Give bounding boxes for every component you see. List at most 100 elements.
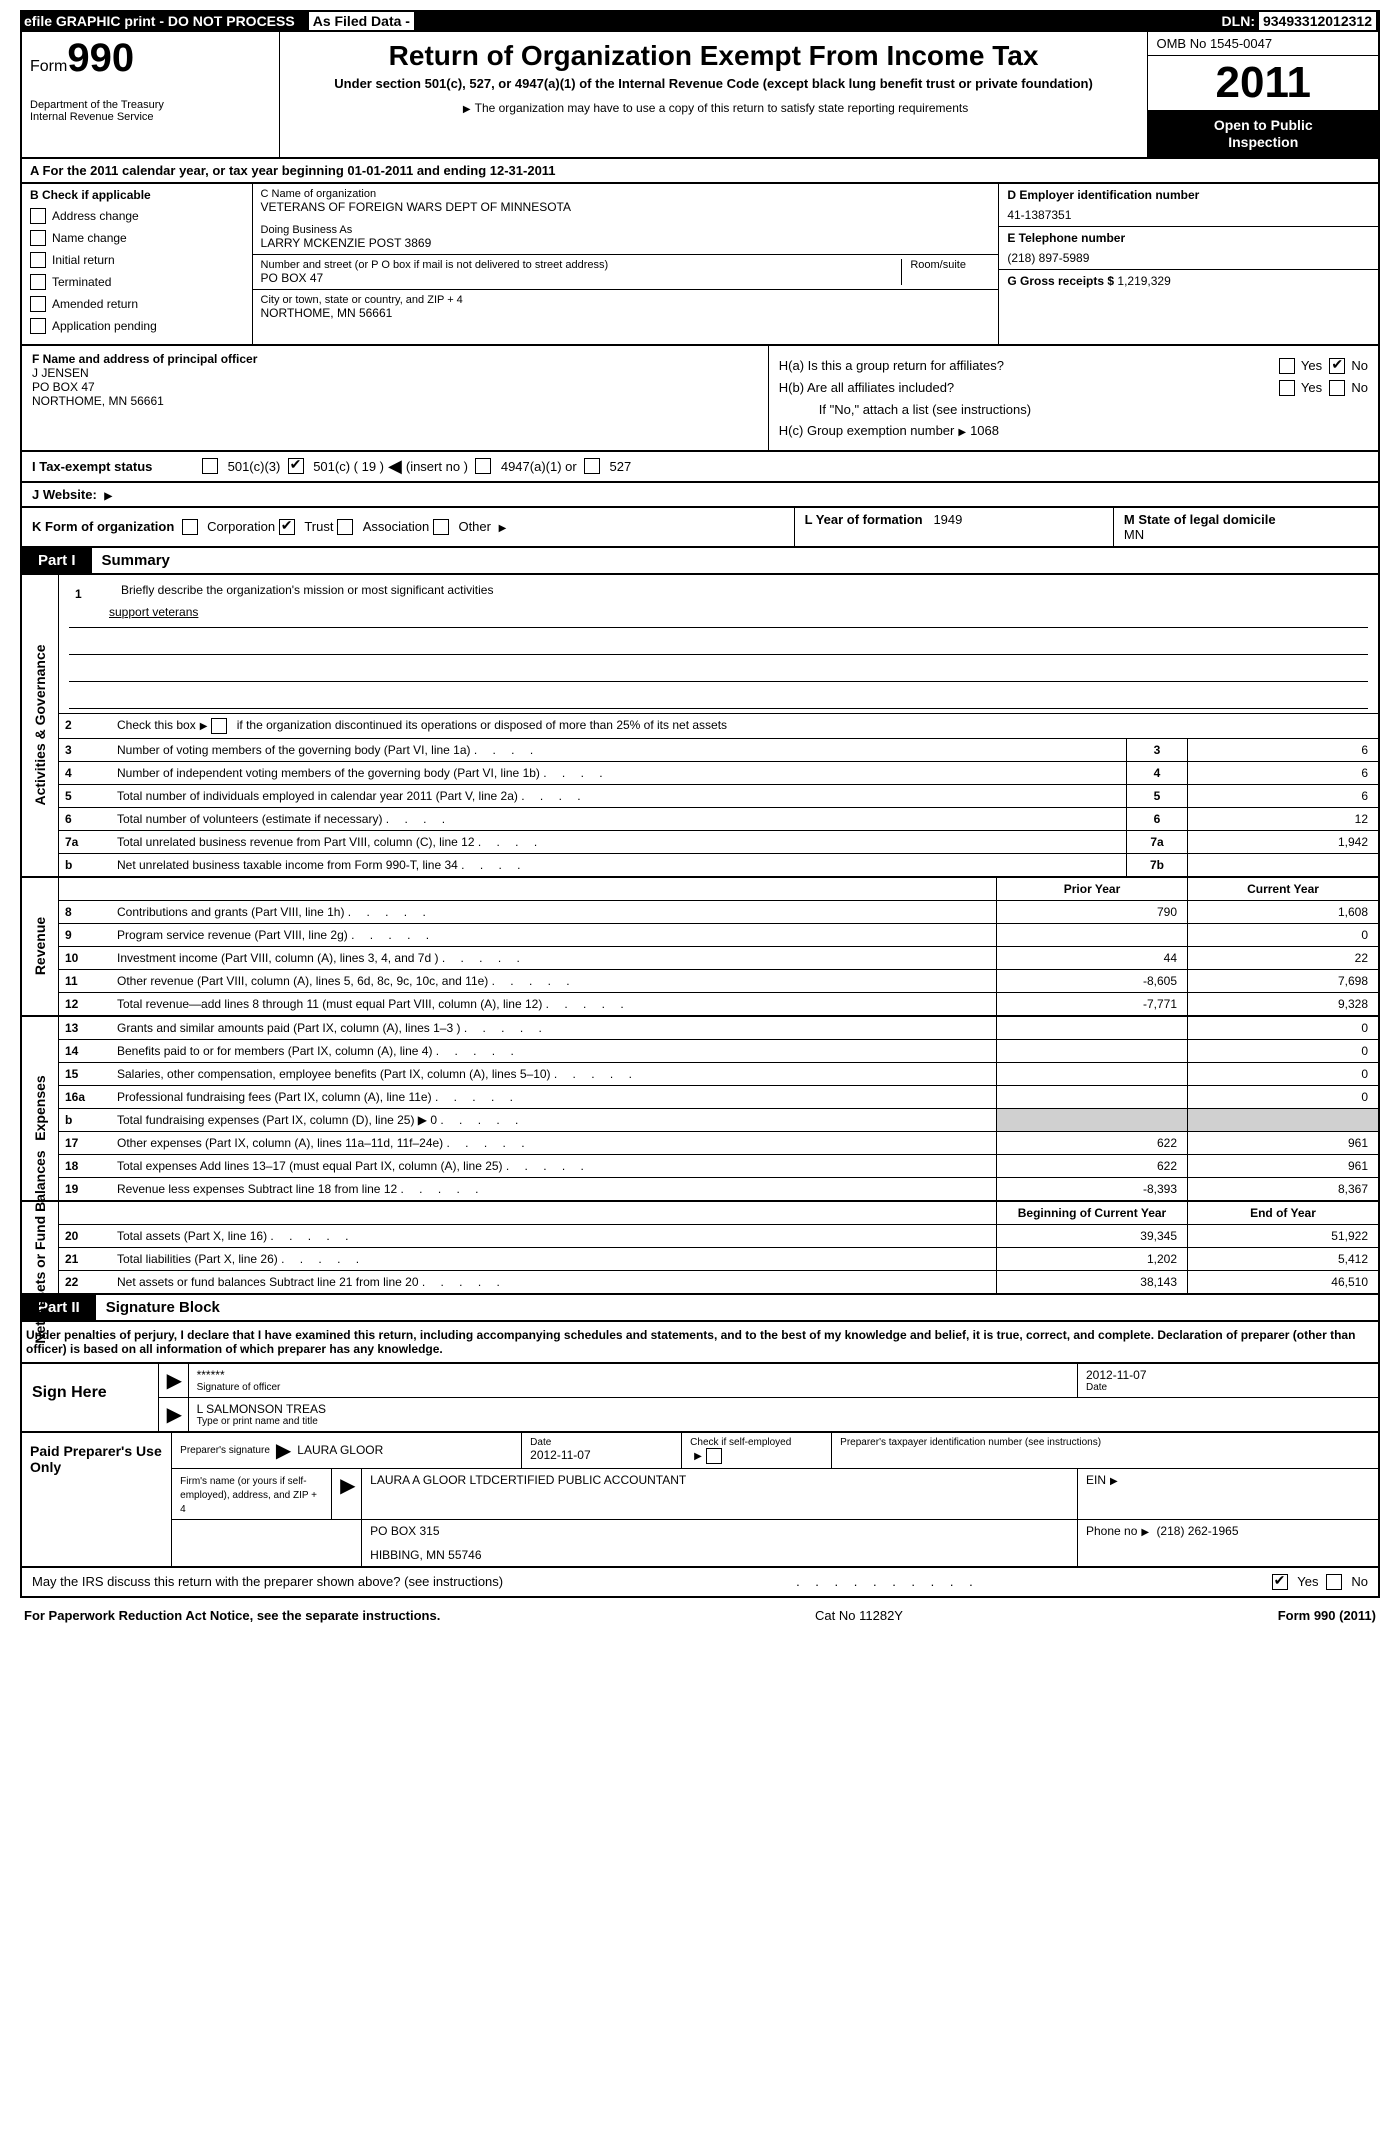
row-desc: Grants and similar amounts paid (Part IX… (111, 1017, 996, 1039)
blank (59, 1202, 111, 1224)
dept-irs: Internal Revenue Service (30, 111, 271, 123)
dept-treasury: Department of the Treasury (30, 99, 271, 111)
firm-ein-cell: EIN (1078, 1469, 1378, 1519)
opt-corp: Corporation (207, 519, 275, 534)
chk-line2[interactable] (211, 718, 227, 734)
header-begin: Beginning of Current Year (996, 1202, 1187, 1224)
summary-row: 8Contributions and grants (Part VIII, li… (59, 901, 1378, 924)
footer-right: Form 990 (2011) (1278, 1608, 1376, 1623)
row-num: 22 (59, 1271, 111, 1293)
hb-label: H(b) Are all affiliates included? (779, 380, 1279, 395)
tax-status-label: I Tax-exempt status (32, 459, 202, 474)
chk-address-change[interactable]: Address change (30, 208, 244, 224)
sign-here-right: ▶ ****** Signature of officer 2012-11-07… (158, 1364, 1378, 1431)
summary-row: 6Total number of volunteers (estimate if… (59, 808, 1378, 831)
row-current: 7,698 (1187, 970, 1378, 992)
prep-date-cell: Date 2012-11-07 (522, 1433, 682, 1468)
chk-other[interactable] (433, 519, 449, 535)
row-num: 11 (59, 970, 111, 992)
row-prior (996, 1063, 1187, 1085)
vlabel-text: Revenue (32, 917, 48, 975)
chk-initial-return[interactable]: Initial return (30, 252, 244, 268)
header-prior: Prior Year (996, 878, 1187, 900)
yes-label: Yes (1297, 1574, 1318, 1589)
prep-row-3: PO BOX 315 HIBBING, MN 55746 Phone no (2… (172, 1520, 1378, 1566)
city-label: City or town, state or country, and ZIP … (261, 294, 991, 306)
hb-no-chk[interactable] (1329, 380, 1345, 396)
hb-yes-chk[interactable] (1279, 380, 1295, 396)
line-2-num: 2 (59, 714, 111, 738)
row-val: 6 (1187, 762, 1378, 784)
prep-self-label: Check if self-employed (690, 1437, 823, 1448)
row-desc: Total assets (Part X, line 16) . . . . . (111, 1225, 996, 1247)
prep-date-label: Date (530, 1437, 673, 1448)
row-prior (996, 924, 1187, 946)
chk-4947[interactable] (475, 458, 491, 474)
sig-date-label: Date (1086, 1382, 1370, 1393)
summary-row: 5Total number of individuals employed in… (59, 785, 1378, 808)
row-desc: Net assets or fund balances Subtract lin… (111, 1271, 996, 1293)
room-label: Room/suite (910, 259, 990, 271)
dba-label: Doing Business As (261, 224, 991, 236)
summary-row: bTotal fundraising expenses (Part IX, co… (59, 1109, 1378, 1132)
row-prior: -8,605 (996, 970, 1187, 992)
summary-row: bNet unrelated business taxable income f… (59, 854, 1378, 876)
street-cell: Number and street (or P O box if mail is… (253, 255, 999, 290)
row-current: 22 (1187, 947, 1378, 969)
row-desc: Total number of individuals employed in … (111, 785, 1126, 807)
chk-amended[interactable]: Amended return (30, 296, 244, 312)
row-current: 9,328 (1187, 993, 1378, 1015)
chk-self-employed[interactable] (706, 1448, 722, 1464)
chk-trust[interactable] (279, 519, 295, 535)
sig-name-cell: L SALMONSON TREAS Type or print name and… (189, 1398, 1378, 1431)
chk-corp[interactable] (182, 519, 198, 535)
summary-row: 10Investment income (Part VIII, column (… (59, 947, 1378, 970)
row-cell: 5 (1126, 785, 1187, 807)
year-formation-value: 1949 (933, 512, 962, 527)
chk-527[interactable] (584, 458, 600, 474)
paid-preparer-label: Paid Preparer's Use Only (22, 1433, 171, 1566)
discuss-yes-chk[interactable] (1272, 1574, 1288, 1590)
row-current: 1,608 (1187, 901, 1378, 923)
row-num: 19 (59, 1178, 111, 1200)
row-num: 14 (59, 1040, 111, 1062)
chk-terminated[interactable]: Terminated (30, 274, 244, 290)
city-value: NORTHOME, MN 56661 (261, 306, 991, 320)
row-desc: Number of voting members of the governin… (111, 739, 1126, 761)
ha-no-chk[interactable] (1329, 358, 1345, 374)
as-filed-box: As Filed Data - (309, 12, 414, 30)
footer-mid: Cat No 11282Y (815, 1608, 903, 1623)
officer-street: PO BOX 47 (32, 380, 758, 394)
chk-pending[interactable]: Application pending (30, 318, 244, 334)
no-label: No (1351, 1574, 1368, 1589)
row-num: 18 (59, 1155, 111, 1177)
sig-officer-cell: ****** Signature of officer (189, 1364, 1078, 1397)
blank (172, 1520, 362, 1566)
row-desc: Total unrelated business revenue from Pa… (111, 831, 1126, 853)
summary-row: 9Program service revenue (Part VIII, lin… (59, 924, 1378, 947)
summary-row: 15Salaries, other compensation, employee… (59, 1063, 1378, 1086)
row-current: 51,922 (1187, 1225, 1378, 1247)
top-bar: efile GRAPHIC print - DO NOT PROCESS As … (20, 10, 1380, 32)
street-value: PO BOX 47 (261, 271, 894, 285)
row-num: 20 (59, 1225, 111, 1247)
chk-501c3[interactable] (202, 458, 218, 474)
note-text: The organization may have to use a copy … (475, 101, 969, 115)
chk-assoc[interactable] (337, 519, 353, 535)
footer-left: For Paperwork Reduction Act Notice, see … (24, 1608, 440, 1623)
row-num: 3 (59, 739, 111, 761)
expenses-section: Expenses 13Grants and similar amounts pa… (20, 1017, 1380, 1202)
summary-row: 22Net assets or fund balances Subtract l… (59, 1271, 1378, 1293)
header-end: End of Year (1187, 1202, 1378, 1224)
tax-year: 2011 (1148, 56, 1378, 111)
dln-label: DLN: (1222, 13, 1255, 29)
row-desc: Contributions and grants (Part VIII, lin… (111, 901, 996, 923)
no-label: No (1351, 358, 1368, 373)
discuss-no-chk[interactable] (1326, 1574, 1342, 1590)
cell-l: L Year of formation 1949 (794, 508, 1113, 546)
row-num: 21 (59, 1248, 111, 1270)
cell-k: K Form of organization Corporation Trust… (22, 508, 794, 546)
chk-501c[interactable] (288, 458, 304, 474)
chk-name-change[interactable]: Name change (30, 230, 244, 246)
ha-yes-chk[interactable] (1279, 358, 1295, 374)
